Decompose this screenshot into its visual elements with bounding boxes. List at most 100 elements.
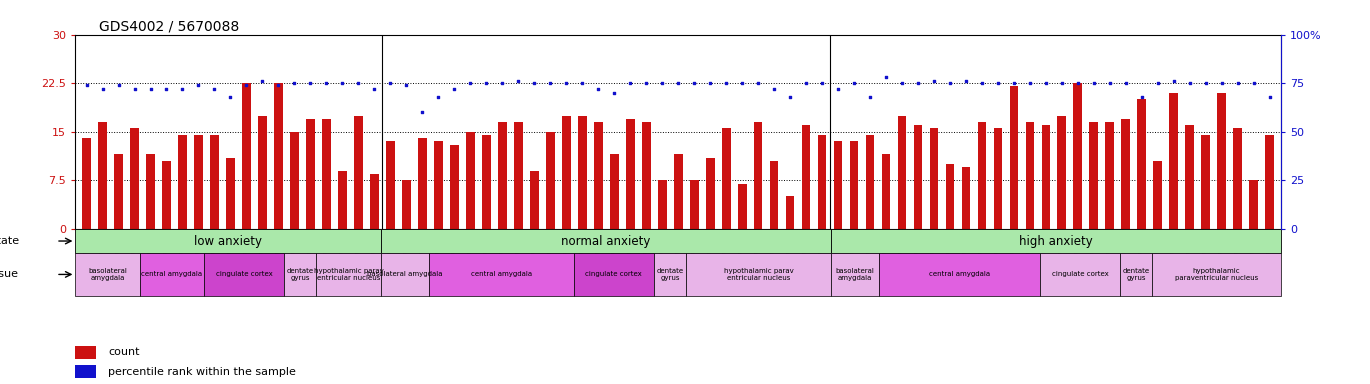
Bar: [686, 253, 830, 296]
Point: [1243, 80, 1265, 86]
Bar: [866, 135, 874, 229]
Point: [890, 80, 912, 86]
Bar: [962, 167, 970, 229]
Bar: [834, 141, 843, 229]
Point: [636, 80, 658, 86]
Bar: [290, 132, 299, 229]
Point: [1082, 80, 1104, 86]
Bar: [482, 135, 490, 229]
Point: [843, 80, 864, 86]
Bar: [897, 116, 907, 229]
Bar: [1106, 122, 1114, 229]
Point: [1195, 80, 1217, 86]
Point: [571, 80, 593, 86]
Bar: [130, 129, 138, 229]
Bar: [1122, 119, 1130, 229]
Point: [492, 80, 514, 86]
Bar: [147, 154, 155, 229]
Point: [1178, 80, 1200, 86]
Bar: [993, 129, 1003, 229]
Bar: [1152, 253, 1281, 296]
Text: percentile rank within the sample: percentile rank within the sample: [108, 366, 296, 377]
Bar: [75, 253, 140, 296]
Bar: [674, 154, 682, 229]
Bar: [1233, 129, 1243, 229]
Point: [938, 80, 960, 86]
Bar: [1170, 93, 1178, 229]
Bar: [574, 253, 653, 296]
Point: [92, 86, 114, 92]
Bar: [114, 154, 123, 229]
Bar: [429, 253, 574, 296]
Point: [667, 80, 689, 86]
Bar: [195, 135, 203, 229]
Point: [1226, 80, 1248, 86]
Bar: [722, 129, 730, 229]
Point: [1259, 94, 1281, 100]
Point: [811, 80, 833, 86]
Bar: [1154, 161, 1162, 229]
Bar: [785, 197, 795, 229]
Bar: [880, 253, 1040, 296]
Point: [219, 94, 241, 100]
Bar: [162, 161, 171, 229]
Point: [555, 80, 577, 86]
Bar: [75, 346, 96, 359]
Point: [827, 86, 849, 92]
Text: count: count: [108, 347, 140, 358]
Bar: [353, 116, 363, 229]
Point: [123, 86, 145, 92]
Bar: [274, 83, 282, 229]
Point: [507, 78, 529, 84]
Bar: [386, 141, 395, 229]
Point: [715, 80, 737, 86]
Bar: [401, 180, 411, 229]
Bar: [210, 135, 219, 229]
Point: [619, 80, 641, 86]
Text: dentate
gyrus: dentate gyrus: [286, 268, 314, 281]
Bar: [1041, 125, 1051, 229]
Point: [379, 80, 401, 86]
Point: [396, 82, 418, 88]
Bar: [530, 170, 538, 229]
Point: [603, 90, 625, 96]
Bar: [140, 253, 204, 296]
Text: basolateral
amygdala: basolateral amygdala: [836, 268, 874, 281]
Point: [986, 80, 1008, 86]
Point: [363, 86, 385, 92]
Text: cingulate cortex: cingulate cortex: [585, 271, 643, 277]
Point: [204, 86, 226, 92]
Text: cingulate cortex: cingulate cortex: [215, 271, 273, 277]
Bar: [306, 119, 315, 229]
Bar: [610, 154, 619, 229]
Point: [427, 94, 449, 100]
Bar: [242, 83, 251, 229]
Point: [651, 80, 673, 86]
Point: [763, 86, 785, 92]
Text: basolateral amygdala: basolateral amygdala: [367, 271, 443, 277]
Bar: [449, 145, 459, 229]
Bar: [258, 116, 267, 229]
Bar: [316, 253, 381, 296]
Point: [444, 86, 466, 92]
Bar: [1089, 122, 1099, 229]
Bar: [818, 135, 826, 229]
Bar: [593, 122, 603, 229]
Point: [859, 94, 881, 100]
Bar: [99, 122, 107, 229]
Point: [300, 80, 322, 86]
Bar: [689, 180, 699, 229]
Text: cingulate cortex: cingulate cortex: [1052, 271, 1108, 277]
Text: disease state: disease state: [0, 236, 19, 246]
Bar: [322, 119, 330, 229]
Bar: [754, 122, 763, 229]
Bar: [1266, 135, 1274, 229]
Point: [971, 80, 993, 86]
Bar: [497, 122, 507, 229]
Bar: [466, 132, 474, 229]
Bar: [658, 180, 667, 229]
Text: low anxiety: low anxiety: [195, 235, 262, 248]
Point: [540, 80, 562, 86]
Bar: [1040, 253, 1121, 296]
Text: GDS4002 / 5670088: GDS4002 / 5670088: [100, 20, 240, 33]
